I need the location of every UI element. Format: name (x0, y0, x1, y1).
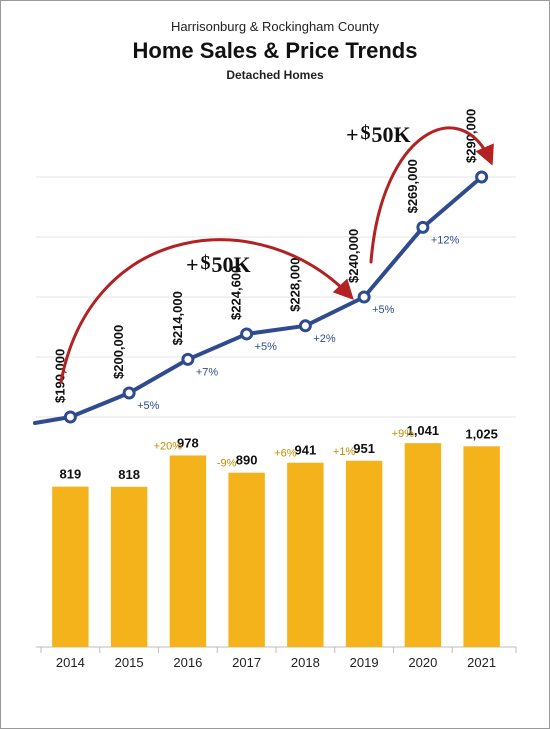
price-label-2015: $200,000 (111, 325, 126, 379)
bar-2019 (346, 461, 382, 647)
price-delta-2018: +2% (313, 333, 336, 345)
bar-2018 (287, 463, 323, 647)
x-tick-2016: 2016 (173, 655, 202, 670)
titles: Harrisonburg & Rockingham County Home Sa… (1, 1, 549, 82)
bar-label-2015: 818 (118, 467, 140, 482)
bar-label-2019: 951 (353, 441, 375, 456)
x-tick-2020: 2020 (408, 655, 437, 670)
chart-page: Harrisonburg & Rockingham County Home Sa… (0, 0, 550, 729)
price-point-2018 (300, 321, 310, 331)
bar-label-2014: 819 (60, 467, 82, 482)
bar-delta-2020: +9% (392, 428, 415, 440)
bar-label-2017: 890 (236, 453, 258, 468)
price-point-2017 (242, 329, 252, 339)
price-point-2015 (124, 388, 134, 398)
price-point-2014 (65, 412, 75, 422)
x-tick-2021: 2021 (467, 655, 496, 670)
price-label-2016: $214,000 (170, 291, 185, 345)
price-point-2020 (418, 222, 428, 232)
price-label-2018: $228,000 (287, 258, 302, 312)
bar-delta-2019: +1% (333, 446, 356, 458)
price-label-2014: $190,000 (52, 349, 67, 403)
x-tick-2017: 2017 (232, 655, 261, 670)
bar-delta-2017: -9% (217, 458, 237, 470)
x-tick-2018: 2018 (291, 655, 320, 670)
combo-chart: 81920148182015978+20%2016890-9%2017941+6… (1, 82, 550, 702)
price-point-2019 (359, 292, 369, 302)
supertitle: Harrisonburg & Rockingham County (1, 19, 549, 34)
bar-label-2021: 1,025 (465, 426, 498, 441)
bar-delta-2016: +20% (154, 440, 183, 452)
price-delta-2016: +7% (196, 366, 219, 378)
x-tick-2019: 2019 (350, 655, 379, 670)
price-label-2020: $269,000 (405, 159, 420, 213)
bar-2017 (228, 473, 264, 647)
bar-2020 (405, 443, 441, 647)
title: Home Sales & Price Trends (1, 38, 549, 64)
bar-label-2018: 941 (295, 443, 317, 458)
x-tick-2014: 2014 (56, 655, 85, 670)
price-point-2021 (477, 172, 487, 182)
x-tick-2015: 2015 (115, 655, 144, 670)
bar-2014 (52, 487, 88, 647)
annotation-text-0: +$50K (186, 252, 251, 277)
price-delta-2020: +12% (431, 234, 460, 246)
price-delta-2017: +5% (255, 341, 278, 353)
price-label-2019: $240,000 (346, 229, 361, 283)
price-point-2016 (183, 354, 193, 364)
bar-2016 (170, 455, 206, 647)
bar-delta-2018: +6% (274, 448, 297, 460)
price-delta-2019: +5% (372, 304, 395, 316)
subtitle: Detached Homes (1, 68, 549, 82)
annotation-text-1: +$50K (346, 122, 411, 147)
price-delta-2015: +5% (137, 400, 160, 412)
bar-2021 (463, 446, 499, 647)
bar-2015 (111, 487, 147, 647)
